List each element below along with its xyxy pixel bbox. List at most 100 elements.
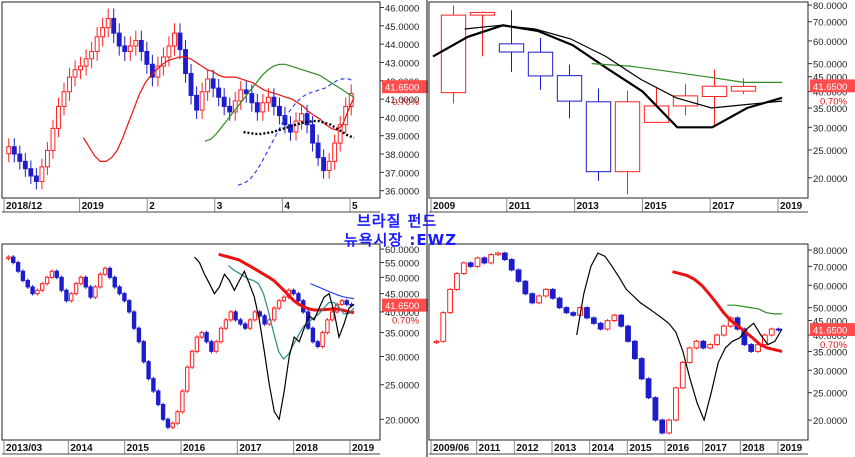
candle-body: [233, 311, 238, 321]
candle-body: [25, 279, 30, 288]
candle-body: [310, 124, 316, 144]
candle-body: [94, 36, 100, 52]
candle-body: [481, 257, 488, 264]
x-tick-label: 2018: [742, 443, 765, 454]
candle-body: [508, 259, 515, 271]
candle-body: [107, 267, 113, 278]
candle-body: [127, 300, 132, 313]
candle-body: [35, 289, 40, 295]
y-tick-label: 55.0000: [385, 259, 419, 270]
candle-body: [515, 269, 522, 282]
candle-body: [216, 87, 222, 98]
candle-body: [67, 76, 72, 93]
candle-body: [175, 411, 180, 424]
moving-average-ma_black: [194, 256, 355, 421]
candle-body: [748, 344, 755, 352]
candle-body: [556, 75, 583, 102]
candle-body: [40, 283, 45, 291]
candle-body: [585, 101, 612, 173]
y-tick-label: 50.0000: [385, 273, 419, 284]
moving-average-ma_green: [591, 63, 782, 84]
candle-body: [529, 293, 536, 304]
x-tick-label: 2012: [516, 443, 539, 454]
candle-body: [645, 378, 652, 399]
y-tick-label: 37.0000: [385, 168, 419, 179]
candle-body: [271, 96, 277, 107]
y-tick-label: 50.0000: [813, 304, 847, 315]
candle-body: [730, 85, 757, 92]
candle-body: [199, 91, 205, 111]
candle-body: [17, 153, 23, 162]
y-tick-label: 20.0000: [813, 174, 847, 185]
candle-body: [210, 78, 216, 89]
candle-body: [488, 254, 495, 264]
panel-monthly: 20.0000 25.0000 30.0000 35.0000 40.0000 45.00…: [428, 243, 855, 455]
candle-body: [330, 311, 335, 321]
x-tick-label: 2019: [780, 443, 803, 454]
candle-body: [252, 311, 258, 321]
candle-body: [188, 72, 194, 96]
candle-body: [686, 347, 693, 363]
x-tick-label: 2017: [705, 443, 728, 454]
x-tick-label: 2018/12: [6, 201, 43, 212]
candle-body: [440, 312, 447, 342]
candle-body: [590, 317, 597, 324]
candle-body: [93, 286, 98, 298]
candle-body: [136, 327, 142, 343]
candle-body: [49, 270, 55, 278]
candle-body: [78, 276, 84, 285]
candle-body: [276, 300, 282, 309]
change-label: 0.70%: [392, 97, 419, 108]
candle-body: [337, 124, 343, 144]
change-label: 0.70%: [820, 340, 847, 351]
candle-body: [170, 422, 175, 428]
plot-frame: [428, 1, 809, 199]
y-tick-label: 60.0000: [813, 37, 847, 48]
x-tick-label: 3: [217, 201, 223, 212]
candle-body: [618, 314, 625, 327]
candle-body: [172, 32, 177, 47]
x-tick-label: 2009: [433, 201, 456, 212]
candle-body: [775, 328, 782, 331]
candle-body: [260, 102, 266, 113]
candle-body: [321, 157, 327, 172]
x-tick-label: 2013/03: [6, 443, 43, 454]
candle-body: [156, 390, 161, 406]
y-tick-label: 35.0000: [813, 347, 847, 358]
candle-body: [166, 45, 172, 58]
last-price-label: 41.6500: [813, 82, 847, 93]
y-tick-label: 39.0000: [385, 132, 419, 143]
candle-body: [238, 319, 243, 325]
candle-body: [185, 366, 190, 392]
candle-body: [144, 50, 150, 65]
y-tick-label: 45.0000: [813, 73, 847, 84]
candle-body: [272, 307, 277, 321]
candle-body: [326, 160, 332, 172]
candle-body: [625, 325, 631, 342]
candle-body: [199, 332, 204, 338]
candle-body: [498, 43, 525, 53]
candle-body: [604, 320, 611, 330]
moving-average-ma_blue: [237, 78, 355, 186]
candle-body: [11, 146, 17, 155]
candle-body: [611, 314, 618, 322]
y-tick-label: 30.0000: [813, 123, 847, 134]
candle-body: [741, 328, 748, 346]
y-tick-label: 25.0000: [813, 389, 847, 400]
candle-body: [141, 341, 146, 363]
x-tick-label: 2017: [712, 201, 735, 212]
candle-body: [155, 65, 161, 78]
candle-body: [28, 168, 34, 177]
candle-body: [549, 288, 556, 299]
plot-frame: [428, 243, 809, 441]
candle-body: [117, 286, 122, 295]
y-tick-label: 40.0000: [813, 87, 847, 98]
candle-body: [39, 166, 45, 183]
candle-body: [151, 378, 156, 392]
moving-average-ma_black: [243, 119, 355, 139]
x-tick-label: 2014: [592, 443, 615, 454]
candle-body: [320, 332, 325, 347]
last-price-box: [810, 79, 855, 93]
fund-title: 브라질 펀드: [357, 212, 438, 230]
candle-body: [133, 39, 139, 47]
